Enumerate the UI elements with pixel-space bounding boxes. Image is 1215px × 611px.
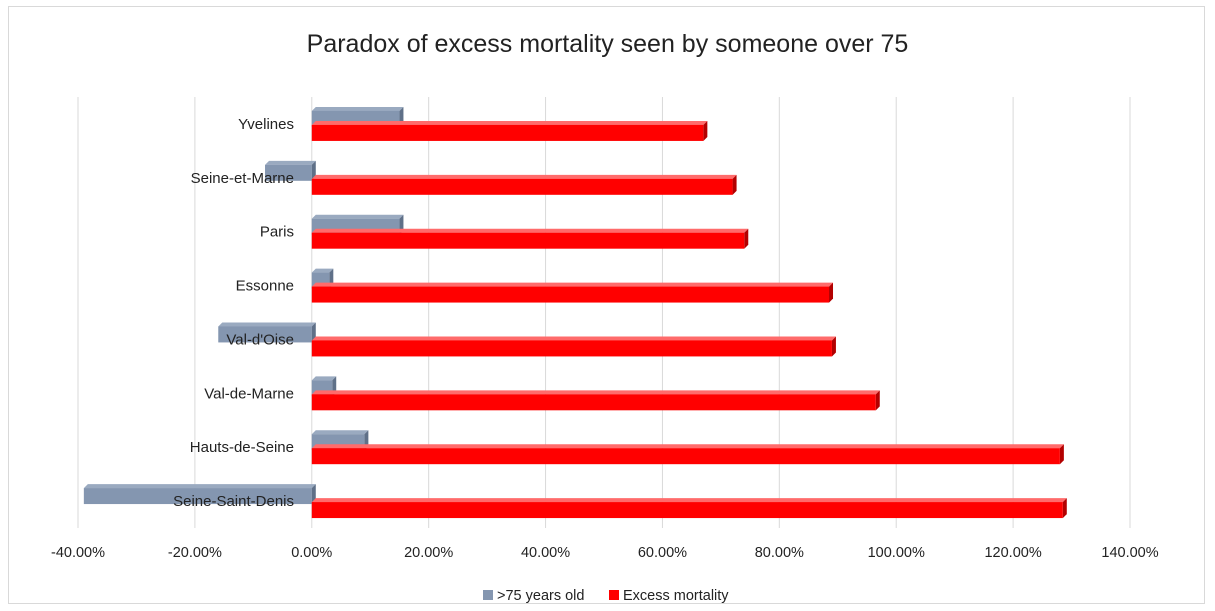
x-tick-label: 0.00% xyxy=(291,545,332,561)
x-tick-label: 20.00% xyxy=(404,545,453,561)
bar-excess-mortality-top-face xyxy=(311,282,834,287)
bar-excess-mortality-side-face xyxy=(703,120,708,141)
category-label: Seine-Saint-Denis xyxy=(173,493,294,510)
bar-over-75 xyxy=(218,322,316,343)
bar-excess-mortality-front-face xyxy=(311,286,830,303)
x-tick-label: 120.00% xyxy=(984,545,1041,561)
legend: >75 years old Excess mortality xyxy=(483,588,729,604)
category-label: Yvelines xyxy=(238,116,294,133)
bar-over-75-top-face xyxy=(83,484,316,489)
bar-excess-mortality-front-face xyxy=(311,448,1060,465)
category-label: Seine-et-Marne xyxy=(191,170,294,187)
legend-label: >75 years old xyxy=(497,588,584,604)
legend-swatch xyxy=(483,590,493,600)
bar-over-75-front-face xyxy=(83,488,312,505)
bar-excess-mortality-side-face xyxy=(744,228,749,249)
bar-excess-mortality-top-face xyxy=(311,174,737,179)
bar-over-75-top-face xyxy=(311,376,337,381)
bar-over-75-top-face xyxy=(218,322,316,327)
bar-excess-mortality-top-face xyxy=(311,390,880,395)
bar-excess-mortality-side-face xyxy=(1059,444,1064,465)
bar-over-75-top-face xyxy=(311,268,334,273)
category-label: Hauts-de-Seine xyxy=(190,439,294,456)
legend-swatch xyxy=(609,590,619,600)
bar-over-75 xyxy=(83,484,316,505)
x-tick-label: -20.00% xyxy=(168,545,222,561)
bar-excess-mortality-top-face xyxy=(311,444,1064,449)
bar-excess-mortality-front-face xyxy=(311,232,745,249)
x-tick-label: 40.00% xyxy=(521,545,570,561)
x-axis-tick-labels: -40.00% -20.00% 0.00% 20.00% 40.00% 60.00% 80.… xyxy=(51,545,1159,561)
chart-title: Paradox of excess mortality seen by some… xyxy=(306,30,909,58)
x-tick-label: 80.00% xyxy=(755,545,804,561)
bar-excess-mortality-side-face xyxy=(732,174,737,195)
bar-over-75-front-face xyxy=(265,164,312,181)
legend-label: Excess mortality xyxy=(623,588,729,604)
bar-over-75 xyxy=(265,160,316,181)
bar-excess-mortality xyxy=(311,336,836,357)
bar-over-75-front-face xyxy=(218,326,312,343)
category-label: Essonne xyxy=(236,278,294,295)
bar-excess-mortality xyxy=(311,228,749,249)
bar-excess-mortality xyxy=(311,498,1067,519)
bar-excess-mortality xyxy=(311,282,834,303)
bar-excess-mortality-front-face xyxy=(311,124,704,141)
x-tick-label: 140.00% xyxy=(1101,545,1158,561)
category-label: Val-de-Marne xyxy=(204,385,294,402)
bar-excess-mortality xyxy=(311,174,737,195)
category-label: Val-d'Oise xyxy=(226,331,294,348)
bar-excess-mortality-front-face xyxy=(311,394,876,411)
category-labels: Yvelines Seine-et-Marne Paris Essonne Val-d'… xyxy=(173,116,294,510)
bar-excess-mortality xyxy=(311,120,708,141)
bar-excess-mortality xyxy=(311,390,880,411)
bar-over-75-top-face xyxy=(311,106,404,111)
category-label: Paris xyxy=(260,224,294,241)
bar-excess-mortality-top-face xyxy=(311,228,749,233)
bar-excess-mortality-front-face xyxy=(311,178,733,195)
bar-excess-mortality-side-face xyxy=(831,336,836,357)
bar-excess-mortality-top-face xyxy=(311,120,708,125)
bar-over-75-top-face xyxy=(311,430,369,435)
x-tick-label: -40.00% xyxy=(51,545,105,561)
bar-excess-mortality-front-face xyxy=(311,502,1063,519)
bar-excess-mortality-top-face xyxy=(311,336,836,341)
bar-over-75-top-face xyxy=(311,214,404,219)
bar-excess-mortality xyxy=(311,444,1064,465)
x-tick-label: 100.00% xyxy=(868,545,925,561)
bar-excess-mortality-top-face xyxy=(311,498,1067,503)
bar-excess-mortality-front-face xyxy=(311,340,832,357)
bars xyxy=(83,106,1067,519)
x-tick-label: 60.00% xyxy=(638,545,687,561)
bar-excess-mortality-side-face xyxy=(1062,498,1067,519)
bar-excess-mortality-side-face xyxy=(829,282,834,303)
bar-excess-mortality-side-face xyxy=(875,390,880,411)
bar-over-75-top-face xyxy=(265,160,316,165)
